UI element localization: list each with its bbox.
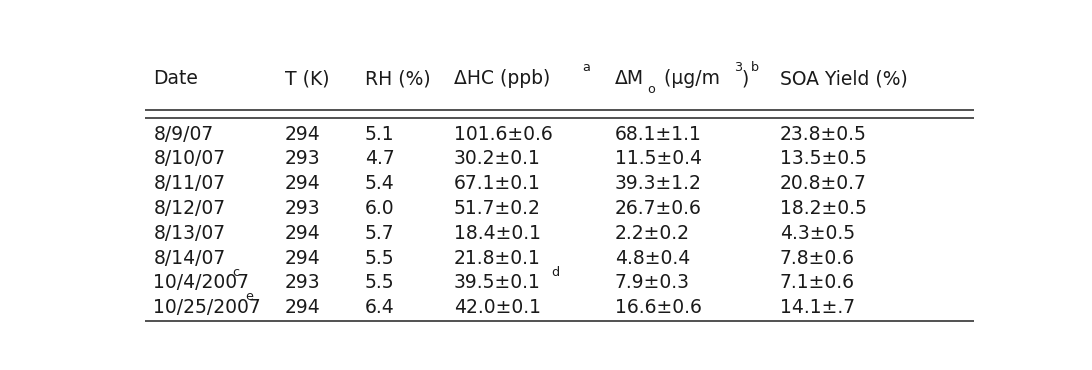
- Text: 294: 294: [285, 125, 320, 144]
- Text: 67.1±0.1: 67.1±0.1: [454, 174, 541, 193]
- Text: 6.4: 6.4: [365, 298, 394, 317]
- Text: 10/25/2007: 10/25/2007: [153, 298, 261, 317]
- Text: 26.7±0.6: 26.7±0.6: [615, 199, 701, 218]
- Text: 4.3±0.5: 4.3±0.5: [780, 224, 855, 243]
- Text: 18.4±0.1: 18.4±0.1: [454, 224, 541, 243]
- Text: 8/9/07: 8/9/07: [153, 125, 214, 144]
- Text: 2.2±0.2: 2.2±0.2: [615, 224, 690, 243]
- Text: 5.4: 5.4: [365, 174, 394, 193]
- Text: 293: 293: [285, 149, 320, 168]
- Text: (μg/m: (μg/m: [657, 69, 720, 88]
- Text: 7.9±0.3: 7.9±0.3: [615, 273, 690, 292]
- Text: 18.2±0.5: 18.2±0.5: [780, 199, 867, 218]
- Text: 42.0±0.1: 42.0±0.1: [454, 298, 541, 317]
- Text: 8/12/07: 8/12/07: [153, 199, 226, 218]
- Text: 21.8±0.1: 21.8±0.1: [454, 249, 541, 268]
- Text: 13.5±0.5: 13.5±0.5: [780, 149, 867, 168]
- Text: 294: 294: [285, 174, 320, 193]
- Text: 294: 294: [285, 224, 320, 243]
- Text: 20.8±0.7: 20.8±0.7: [780, 174, 867, 193]
- Text: 39.3±1.2: 39.3±1.2: [615, 174, 701, 193]
- Text: b: b: [751, 61, 759, 74]
- Text: 4.8±0.4: 4.8±0.4: [615, 249, 690, 268]
- Text: 8/10/07: 8/10/07: [153, 149, 226, 168]
- Text: o: o: [646, 83, 655, 96]
- Text: 293: 293: [285, 199, 320, 218]
- Text: 14.1±.7: 14.1±.7: [780, 298, 855, 317]
- Text: ΔHC (ppb): ΔHC (ppb): [454, 69, 550, 88]
- Text: 7.8±0.6: 7.8±0.6: [780, 249, 855, 268]
- Text: 39.5±0.1: 39.5±0.1: [454, 273, 541, 292]
- Text: 294: 294: [285, 249, 320, 268]
- Text: 68.1±1.1: 68.1±1.1: [615, 125, 701, 144]
- Text: 8/11/07: 8/11/07: [153, 174, 226, 193]
- Text: 3: 3: [734, 61, 743, 74]
- Text: 293: 293: [285, 273, 320, 292]
- Text: RH (%): RH (%): [365, 69, 430, 88]
- Text: 5.7: 5.7: [365, 224, 394, 243]
- Text: 101.6±0.6: 101.6±0.6: [454, 125, 553, 144]
- Text: 6.0: 6.0: [365, 199, 394, 218]
- Text: 294: 294: [285, 298, 320, 317]
- Text: d: d: [551, 266, 559, 279]
- Text: 23.8±0.5: 23.8±0.5: [780, 125, 867, 144]
- Text: c: c: [233, 266, 239, 279]
- Text: 51.7±0.2: 51.7±0.2: [454, 199, 541, 218]
- Text: 30.2±0.1: 30.2±0.1: [454, 149, 541, 168]
- Text: ΔM: ΔM: [615, 69, 644, 88]
- Text: e: e: [245, 290, 252, 303]
- Text: 4.7: 4.7: [365, 149, 394, 168]
- Text: 10/4/2007: 10/4/2007: [153, 273, 249, 292]
- Text: a: a: [582, 61, 591, 74]
- Text: 5.5: 5.5: [365, 273, 394, 292]
- Text: 8/13/07: 8/13/07: [153, 224, 226, 243]
- Text: 5.1: 5.1: [365, 125, 394, 144]
- Text: 5.5: 5.5: [365, 249, 394, 268]
- Text: SOA Yield (%): SOA Yield (%): [780, 69, 907, 88]
- Text: T (K): T (K): [285, 69, 329, 88]
- Text: ): ): [741, 69, 749, 88]
- Text: 7.1±0.6: 7.1±0.6: [780, 273, 855, 292]
- Text: 16.6±0.6: 16.6±0.6: [615, 298, 701, 317]
- Text: 8/14/07: 8/14/07: [153, 249, 226, 268]
- Text: Date: Date: [153, 69, 199, 88]
- Text: 11.5±0.4: 11.5±0.4: [615, 149, 702, 168]
